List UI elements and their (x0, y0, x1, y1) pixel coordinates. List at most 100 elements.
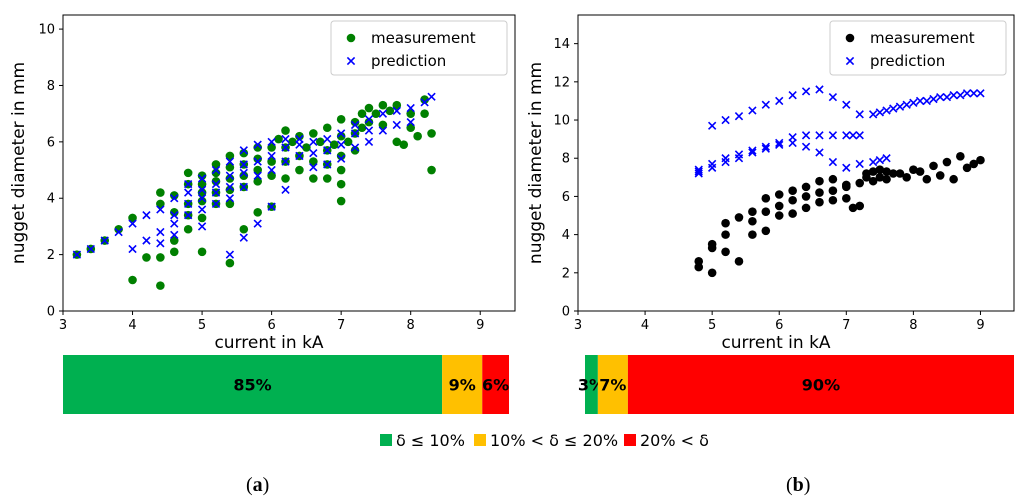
series-prediction (694, 85, 985, 178)
data-point-measurement (962, 163, 972, 173)
data-point-measurement (295, 131, 304, 141)
data-point-prediction (156, 239, 165, 248)
error-distribution-bar: 85% 9% 6% (63, 355, 509, 414)
data-point-prediction (889, 104, 898, 113)
x-tick-label: 6 (267, 318, 275, 333)
data-point-prediction (309, 148, 318, 158)
data-point-prediction (694, 165, 703, 174)
data-point-measurement (211, 168, 221, 178)
data-point-prediction (721, 115, 730, 125)
data-point-measurement (211, 160, 221, 169)
data-point-measurement (895, 169, 905, 178)
data-point-measurement (868, 167, 878, 176)
data-point-measurement (142, 253, 151, 262)
data-point-prediction (239, 168, 248, 178)
data-point-measurement (309, 174, 318, 183)
data-point-measurement (875, 173, 885, 182)
data-point-measurement (420, 109, 429, 118)
data-point-prediction (295, 134, 304, 144)
data-point-prediction (936, 92, 945, 102)
data-point-prediction (281, 134, 290, 144)
data-point-measurement (281, 174, 290, 183)
data-point-measurement (336, 165, 346, 175)
data-point-prediction (267, 137, 276, 147)
data-point-prediction (281, 185, 290, 194)
data-point-prediction (788, 91, 797, 100)
data-point-measurement (862, 169, 871, 178)
y-tick-label: 8 (562, 152, 570, 167)
bar-legend-swatch (474, 434, 486, 446)
data-point-measurement (343, 137, 353, 147)
data-point-prediction (142, 210, 151, 220)
data-point-prediction (211, 199, 221, 209)
legend-marker-prediction (346, 56, 356, 66)
data-point-measurement (748, 216, 757, 226)
data-point-prediction (142, 236, 151, 245)
data-point-prediction (239, 233, 248, 242)
data-point-measurement (788, 209, 797, 218)
data-point-prediction (156, 227, 165, 237)
data-point-prediction (801, 131, 811, 140)
bar-legend-label: 20% < δ (640, 431, 709, 450)
data-point-prediction (815, 148, 824, 157)
data-point-prediction (392, 106, 401, 116)
x-tick-label: 7 (337, 318, 345, 333)
y-tick-label: 10 (38, 23, 55, 38)
data-point-measurement (350, 146, 360, 155)
data-point-prediction (761, 144, 770, 153)
data-point-measurement (197, 213, 207, 223)
data-point-measurement (322, 123, 332, 133)
data-point-prediction (184, 210, 193, 220)
data-point-prediction (761, 100, 770, 109)
data-point-measurement (336, 179, 346, 189)
series-prediction (72, 92, 436, 259)
x-tick-label: 5 (198, 318, 206, 333)
data-point-measurement (815, 188, 824, 197)
data-point-prediction (323, 134, 332, 144)
data-point-measurement (828, 186, 838, 195)
data-point-prediction (788, 133, 797, 142)
data-point-prediction (197, 222, 207, 231)
data-point-measurement (336, 131, 346, 141)
data-point-measurement (828, 174, 838, 184)
data-point-measurement (211, 177, 221, 186)
data-point-measurement (350, 117, 360, 127)
y-tick-label: 6 (562, 190, 570, 205)
data-point-measurement (336, 115, 346, 124)
data-point-measurement (815, 176, 824, 186)
data-point-measurement (336, 151, 346, 161)
legend-marker-measurement (346, 33, 356, 43)
data-point-measurement (364, 103, 374, 113)
data-point-measurement (197, 196, 207, 206)
data-point-measurement (855, 201, 865, 211)
data-point-prediction (86, 244, 95, 254)
data-point-measurement (774, 211, 784, 220)
data-point-prediction (915, 96, 925, 106)
data-point-prediction (336, 140, 346, 149)
y-tick-label: 0 (47, 305, 55, 320)
legend-label-measurement: measurement (371, 29, 476, 47)
bar-segment-label: 9% (449, 376, 476, 395)
data-point-measurement (197, 171, 207, 180)
data-point-prediction (323, 146, 332, 155)
bar-segment (597, 355, 628, 414)
data-point-measurement (253, 154, 263, 164)
chart-panel-a: 3 4 5 6 7 8 9 0 2 4 6 8 10 current in kA nugget diamet… (9, 14, 516, 496)
panel-label: (b) (786, 474, 810, 496)
legend: measurement prediction (829, 20, 1007, 76)
x-tick-label: 8 (909, 318, 917, 333)
data-point-measurement (922, 174, 932, 184)
data-point-measurement (406, 123, 415, 133)
data-point-prediction (734, 112, 744, 121)
data-point-prediction (855, 110, 864, 119)
data-point-measurement (949, 174, 958, 184)
data-point-prediction (309, 163, 318, 172)
data-point-measurement (225, 199, 235, 209)
data-point-measurement (788, 186, 797, 195)
data-point-measurement (357, 109, 367, 118)
data-point-prediction (956, 91, 965, 100)
data-point-measurement (225, 185, 235, 195)
data-point-prediction (267, 202, 276, 211)
legend-marker-measurement (845, 33, 855, 43)
data-point-measurement (721, 218, 730, 228)
